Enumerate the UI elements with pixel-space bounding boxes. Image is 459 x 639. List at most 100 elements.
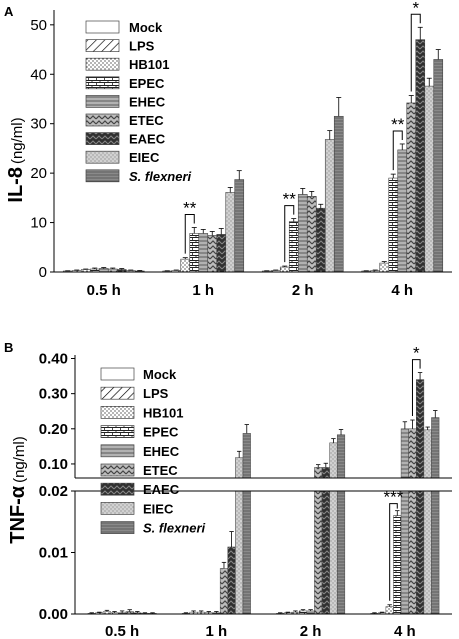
significance-bracket xyxy=(389,503,398,601)
y-tick-label: 0.02 xyxy=(39,483,68,500)
bar-ehec xyxy=(297,194,308,273)
panel-label-a: A xyxy=(4,4,14,19)
significance-label: * xyxy=(413,344,420,363)
bar-hb101 xyxy=(279,266,290,273)
y-axis-label-b: TNF-α (ng/ml) xyxy=(7,436,29,544)
legend-label-etec: ETEC xyxy=(129,113,164,128)
legend-label-mock: Mock xyxy=(129,20,163,35)
legend-swatch-eiec xyxy=(85,150,120,164)
bar-s-flexneri-upper xyxy=(242,433,251,479)
bar-s-flexneri xyxy=(234,179,245,273)
bar-eiec xyxy=(424,85,435,273)
x-tick-label: 4 h xyxy=(391,282,413,299)
bar-etec-lower xyxy=(408,490,417,615)
bar-hb101 xyxy=(180,258,191,273)
significance-label: *** xyxy=(384,488,404,507)
legend-label-s-flexneri: S. flexneri xyxy=(129,169,192,184)
y-tick-label: 0.20 xyxy=(39,421,68,438)
y-tick-label: 40 xyxy=(30,66,47,83)
bar-etec-upper xyxy=(314,467,323,479)
bar-ehec xyxy=(198,233,209,273)
bars-b xyxy=(87,372,440,615)
y-axis-label-unit-b: (ng/ml) xyxy=(11,436,28,483)
x-tick-label: 2 h xyxy=(292,282,314,299)
y-tick-label: 0.01 xyxy=(39,545,68,562)
x-tick-labels-b: 0.5 h 1 h 2 h 4 h xyxy=(105,623,416,639)
bar-eaec xyxy=(415,39,426,273)
legend-label-epec: EPEC xyxy=(129,76,165,91)
y-tick-label: 0.30 xyxy=(39,386,68,403)
legend-swatch-lps xyxy=(85,39,120,52)
legend-label-lps: LPS xyxy=(129,39,155,54)
bar-eiec-lower xyxy=(235,490,244,615)
x-tick-label: 0.5 h xyxy=(87,282,121,299)
legend-label-mock: Mock xyxy=(143,367,177,382)
legend-swatch-etec xyxy=(85,113,120,127)
x-tick-labels-a: 0.5 h 1 h 2 h 4 h xyxy=(87,282,413,299)
legend-label-ehec: EHEC xyxy=(143,444,180,459)
legend-label-etec: ETEC xyxy=(143,463,178,478)
legend-swatch-eaec xyxy=(85,132,120,145)
bar-eiec-upper xyxy=(329,442,338,479)
bar-epec xyxy=(189,233,200,273)
x-tick-label: 4 h xyxy=(394,623,416,639)
x-tick-label: 0.5 h xyxy=(105,623,139,639)
legend-swatch-hb101 xyxy=(100,406,135,419)
bar-epec xyxy=(393,515,402,615)
legend-swatch-etec xyxy=(100,463,135,477)
bar-eiec-upper xyxy=(423,429,432,479)
bar-etec xyxy=(306,196,317,273)
axes-b xyxy=(74,355,452,615)
bar-s-flexneri-upper xyxy=(336,434,346,479)
legend-swatch-s-flexneri xyxy=(85,169,120,183)
x-tick-label: 1 h xyxy=(192,282,214,299)
legend-label-hb101: HB101 xyxy=(143,405,183,420)
legend-swatch-ehec xyxy=(100,444,135,458)
bar-etec-lower xyxy=(314,490,323,615)
panel-label-b: B xyxy=(4,340,13,355)
bar-ehec xyxy=(98,268,109,273)
significance-label: ** xyxy=(183,199,197,218)
significance-label: ** xyxy=(391,115,405,134)
significance-bracket xyxy=(284,205,295,263)
legend-label-eaec: EAEC xyxy=(129,132,166,147)
y-tick-label: 20 xyxy=(30,165,47,182)
bar-s-flexneri xyxy=(333,115,344,273)
y-axis-label-main-a: IL-8 xyxy=(5,167,27,203)
legend-swatch-epec xyxy=(85,76,120,90)
bar-eiec xyxy=(225,192,236,273)
significance-bracket xyxy=(184,214,195,254)
bar-eaec xyxy=(315,207,326,273)
bar-ehec-upper xyxy=(400,428,409,479)
significance-bracket xyxy=(392,130,403,171)
bar-epec xyxy=(388,177,399,273)
legend-swatch-epec xyxy=(100,425,135,438)
legend-label-lps: LPS xyxy=(143,386,169,401)
legend-swatch-lps xyxy=(100,386,135,400)
bar-etec xyxy=(406,102,417,273)
legend-swatch-eaec xyxy=(100,482,135,496)
legend-label-hb101: HB101 xyxy=(129,57,169,72)
y-tick-label: 0.00 xyxy=(39,606,68,623)
bar-s-flexneri xyxy=(433,59,444,273)
bar-epec xyxy=(288,221,299,273)
legend-label-eiec: EIEC xyxy=(143,501,174,516)
bar-s-flexneri-upper xyxy=(431,417,440,479)
bar-etec xyxy=(219,568,229,615)
bar-eaec-upper xyxy=(321,467,330,479)
bar-eiec-lower xyxy=(423,490,432,615)
bar-hb101 xyxy=(385,606,394,615)
legend-b: Mock LPS HB101 EPEC EHEC ETEC EAEC EIEC S. flexn… xyxy=(100,367,206,536)
bar-s-flexneri-lower xyxy=(336,490,346,615)
bar-etec-upper xyxy=(408,428,417,479)
bar-eaec-lower xyxy=(321,490,330,615)
bar-eiec xyxy=(324,139,335,273)
bar-s-flexneri-lower xyxy=(431,490,440,615)
y-ticks-b: 0.10 0.20 0.30 0.40 0.00 0.01 0.02 xyxy=(39,351,75,623)
bar-ehec-lower xyxy=(400,490,409,615)
legend-swatch-eiec xyxy=(100,502,135,515)
y-ticks-a: 0 10 20 30 40 50 xyxy=(30,17,54,281)
bar-eiec-upper xyxy=(235,457,244,479)
